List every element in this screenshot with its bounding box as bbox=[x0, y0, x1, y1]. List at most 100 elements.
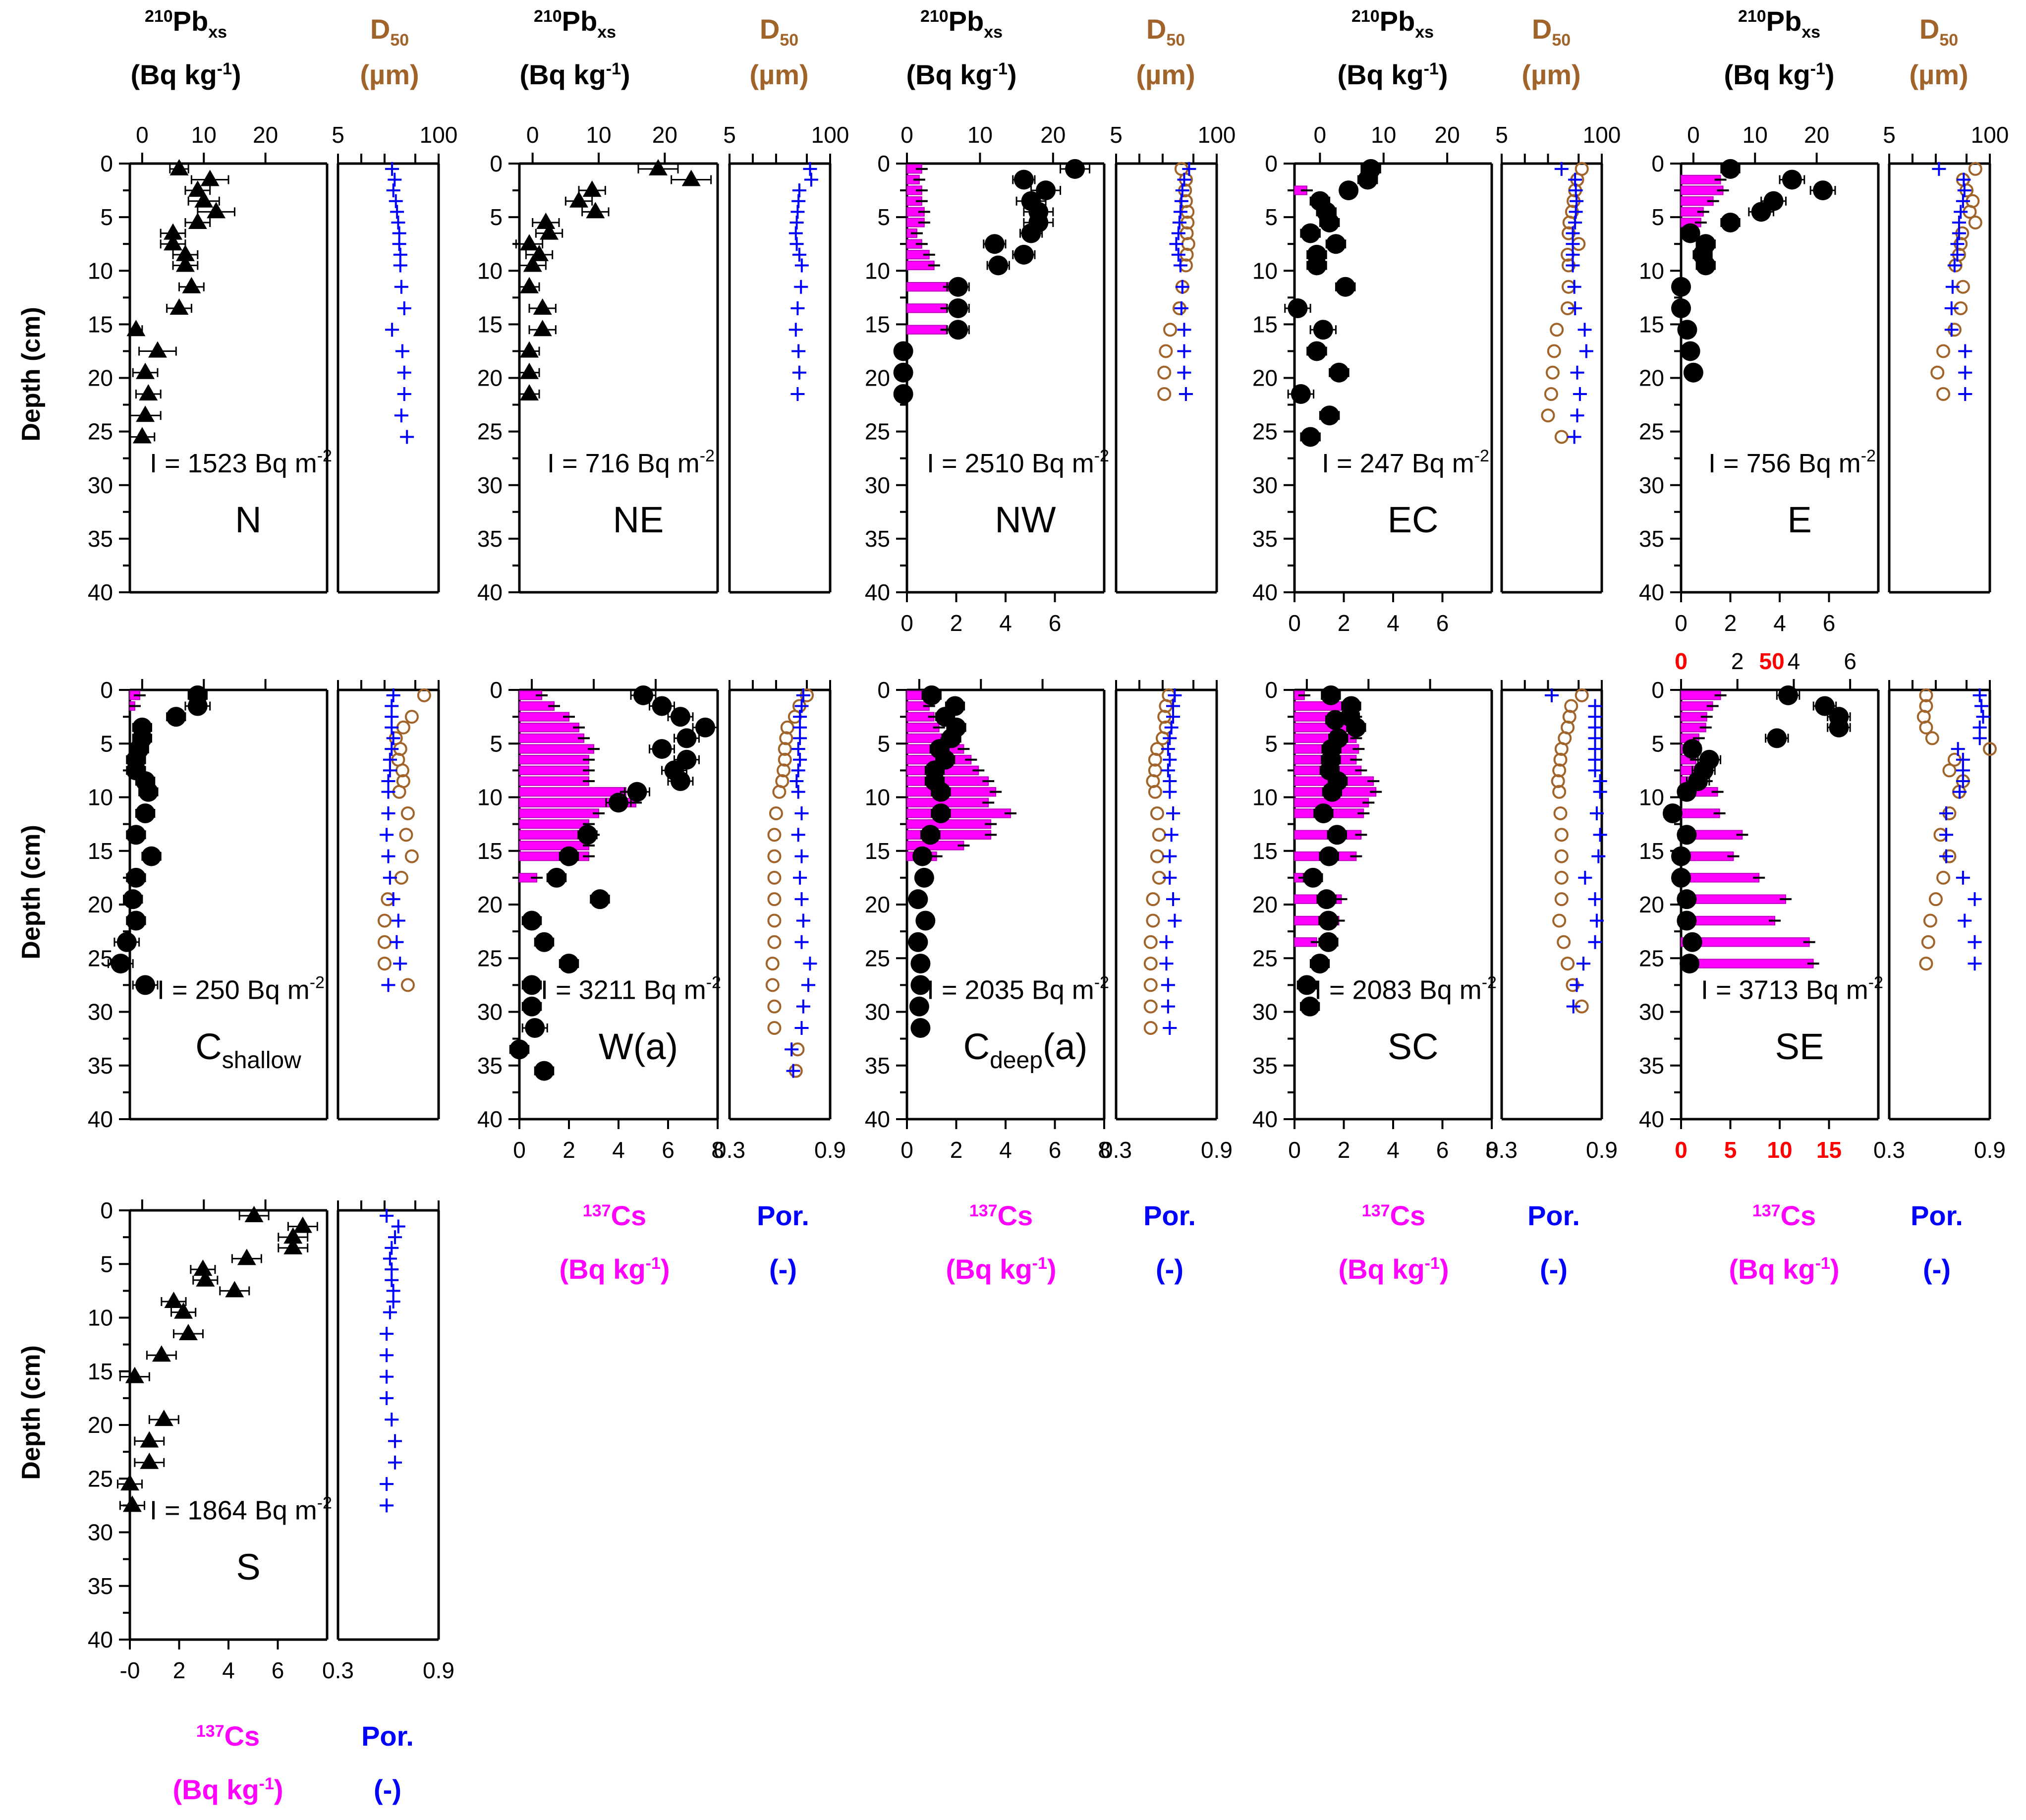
cs-tick-label: 4 bbox=[612, 1137, 625, 1163]
depth-tick-label: 15 bbox=[88, 838, 113, 864]
inventory-units-sup: -2 bbox=[1094, 447, 1109, 465]
d50-point bbox=[1923, 913, 1937, 928]
por-point bbox=[1161, 999, 1175, 1014]
pb-point bbox=[126, 825, 146, 845]
depth-tick-label: 30 bbox=[88, 1520, 113, 1545]
por-point bbox=[789, 774, 804, 789]
por-point bbox=[391, 913, 405, 928]
cs-tick-label: 0 bbox=[1288, 610, 1301, 636]
por-point bbox=[394, 408, 408, 423]
por-point bbox=[1577, 323, 1592, 337]
depth-tick-label: 10 bbox=[88, 785, 113, 810]
d50-point bbox=[1921, 935, 1935, 949]
por-point bbox=[385, 1413, 399, 1427]
d50-point bbox=[1550, 323, 1564, 337]
depth-tick-label: 20 bbox=[477, 365, 503, 391]
depth-tick-label: 10 bbox=[865, 785, 890, 810]
pb-point bbox=[283, 1227, 303, 1244]
pb-point bbox=[908, 932, 928, 952]
cs-tick-label: 6 bbox=[1049, 1137, 1062, 1163]
cs-bar bbox=[906, 282, 950, 292]
por-point bbox=[1939, 828, 1954, 842]
por-point bbox=[792, 247, 806, 262]
pb-tick-label: 0 bbox=[526, 122, 539, 148]
cs-tick-label: 8 bbox=[1485, 1137, 1498, 1163]
por-point bbox=[391, 215, 405, 229]
pb-point bbox=[164, 234, 183, 251]
inventory-units-sup: -2 bbox=[1861, 447, 1876, 465]
svg-text:Por.: Por. bbox=[757, 1200, 809, 1231]
pb-point bbox=[893, 384, 913, 404]
pb-point bbox=[893, 362, 913, 383]
inventory-value: I = 250 Bq m bbox=[157, 975, 310, 1005]
por-point bbox=[1576, 957, 1590, 971]
pb-point bbox=[188, 212, 207, 229]
por-footer-Cdeep: Por. (-) bbox=[1143, 1200, 1196, 1285]
cs-bar bbox=[1681, 894, 1786, 904]
svg-text:(Bq kg-1): (Bq kg-1) bbox=[559, 1253, 670, 1285]
pb-point bbox=[540, 223, 559, 240]
site-label: Cdeep(a) bbox=[963, 1026, 1088, 1074]
site-label: W(a) bbox=[599, 1026, 678, 1067]
por-point bbox=[791, 763, 805, 778]
depth-tick-label: 5 bbox=[877, 204, 890, 230]
por-point bbox=[397, 387, 411, 401]
pb-point bbox=[1300, 427, 1321, 447]
inventory-value: I = 2083 Bq m bbox=[1314, 975, 1482, 1005]
pb-point bbox=[695, 717, 715, 738]
por-point bbox=[1554, 162, 1569, 176]
pb-point bbox=[920, 825, 941, 845]
por-point bbox=[1944, 301, 1959, 315]
pb-point bbox=[1318, 910, 1339, 931]
d50-point bbox=[1936, 344, 1951, 358]
pb-tick-label: 0 bbox=[900, 122, 913, 148]
depth-tick-label: 15 bbox=[477, 311, 503, 337]
svg-text:(-): (-) bbox=[1923, 1253, 1951, 1285]
depth-tick-label: 40 bbox=[1252, 1106, 1278, 1132]
por-point bbox=[385, 1241, 399, 1255]
cs-tick-label: 0 bbox=[900, 1137, 913, 1163]
depth-tick-label: 0 bbox=[1651, 677, 1664, 703]
svg-text:(-): (-) bbox=[1540, 1253, 1568, 1285]
por-point bbox=[391, 1219, 405, 1234]
depth-tick-label: 15 bbox=[88, 311, 113, 337]
depth-tick-label: 15 bbox=[88, 1359, 113, 1384]
depth-tick-label: 30 bbox=[88, 472, 113, 498]
pb-point bbox=[559, 846, 579, 866]
por-point bbox=[397, 301, 411, 315]
svg-text:(Bq kg-1): (Bq kg-1) bbox=[519, 59, 630, 90]
por-point bbox=[794, 892, 809, 907]
por-point bbox=[1169, 237, 1183, 251]
svg-text:210Pbxs: 210Pbxs bbox=[1738, 5, 1820, 42]
pb-point bbox=[169, 298, 189, 315]
cs-tick-label: 0 bbox=[513, 1137, 526, 1163]
pb-point bbox=[931, 782, 951, 802]
por-point bbox=[1163, 1021, 1177, 1035]
d50-point bbox=[1554, 430, 1569, 444]
cs-bar bbox=[519, 787, 626, 797]
panel-EC: 0 5 10 15 20 25 30 35 40 0 10 20 5 100 0 2 4 6 I = 247 Bq … bbox=[1252, 122, 1621, 636]
pb-point bbox=[681, 170, 701, 186]
pb-point bbox=[132, 427, 152, 444]
depth-tick-label: 25 bbox=[1639, 419, 1664, 445]
pb-point bbox=[530, 244, 549, 261]
inventory-units-sup: -2 bbox=[700, 447, 715, 465]
d50-point bbox=[1968, 162, 1982, 176]
pb-point bbox=[559, 954, 579, 974]
por-point bbox=[383, 1305, 397, 1319]
por-point bbox=[1567, 280, 1581, 294]
inventory-label: I = 756 Bq m-2 bbox=[1708, 447, 1876, 478]
depth-tick-label: 10 bbox=[477, 258, 503, 284]
d50-tick-label: 100 bbox=[811, 122, 849, 148]
inventory-value: I = 2035 Bq m bbox=[927, 975, 1094, 1005]
por-point bbox=[1570, 408, 1584, 423]
pb-point bbox=[1288, 298, 1308, 318]
pb-point bbox=[140, 1431, 159, 1448]
d50-point bbox=[767, 892, 782, 907]
pb-point bbox=[1677, 825, 1697, 845]
depth-tick-label: 0 bbox=[100, 151, 113, 176]
d50-header-E: D50 (µm) bbox=[1909, 13, 1968, 90]
cs-tick-label: 6 bbox=[662, 1137, 675, 1163]
pb-point bbox=[652, 739, 672, 759]
por-point bbox=[796, 688, 810, 702]
